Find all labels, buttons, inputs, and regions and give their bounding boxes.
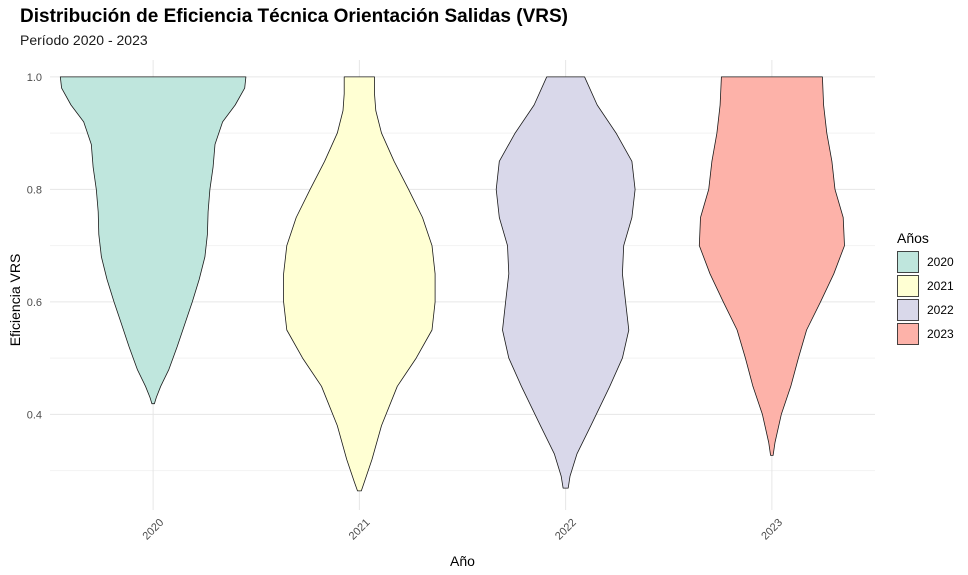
- violin-2023: [698, 76, 845, 456]
- x-axis-ticks: 2020 2021 2022 2023: [141, 517, 786, 543]
- y-tick-label: 0.4: [27, 409, 42, 421]
- violins: [59, 76, 845, 492]
- legend-label: 2022: [927, 303, 954, 317]
- chart-subtitle: Período 2020 - 2023: [20, 32, 148, 48]
- x-tick-label: 2023: [759, 517, 785, 543]
- x-tick-label: 2021: [347, 517, 373, 543]
- legend-title: Años: [897, 230, 929, 246]
- legend-label: 2023: [927, 327, 954, 341]
- legend-label: 2020: [927, 255, 954, 269]
- x-axis-title: Año: [450, 553, 475, 569]
- legend-label: 2021: [927, 279, 954, 293]
- y-axis-ticks: 0.4 0.6 0.8 1.0: [27, 72, 42, 422]
- legend-swatch-2021: [897, 275, 919, 297]
- violin-2020: [59, 76, 247, 405]
- y-axis-title: Eficiencia VRS: [7, 254, 23, 347]
- y-tick-label: 0.8: [27, 184, 42, 196]
- legend: Años 2020 2021 2022 2023: [897, 230, 954, 345]
- legend-swatch-2022: [897, 299, 919, 321]
- y-tick-label: 0.6: [27, 297, 42, 309]
- chart-title: Distribución de Eficiencia Técnica Orien…: [20, 6, 568, 27]
- violin-2021: [283, 76, 436, 492]
- x-tick-label: 2022: [553, 517, 579, 543]
- violin-2022: [495, 76, 636, 489]
- x-tick-label: 2020: [141, 517, 167, 543]
- y-tick-label: 1.0: [27, 72, 42, 84]
- legend-swatch-2020: [897, 251, 919, 273]
- legend-swatch-2023: [897, 323, 919, 345]
